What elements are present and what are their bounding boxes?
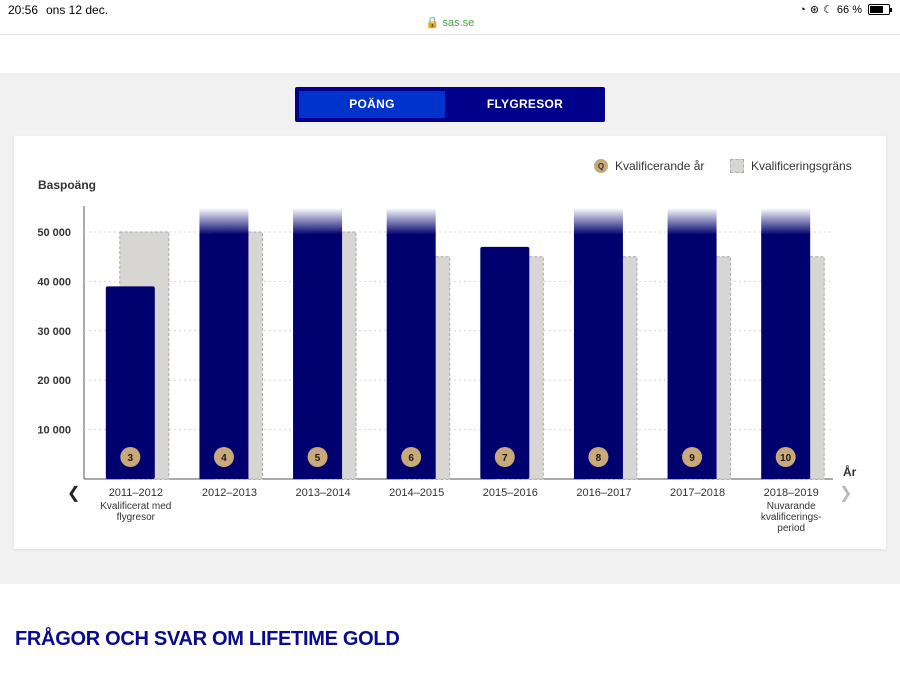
points-bar[interactable] [573, 234, 623, 479]
legend-label: Kvalificeringsgräns [751, 159, 852, 173]
moon-icon: ☾ [823, 4, 833, 16]
points-bar-fade [667, 208, 717, 235]
points-tab[interactable]: POÄNG [299, 91, 445, 118]
lock-icon: 🔒 [425, 17, 440, 29]
points-bar[interactable] [761, 234, 811, 479]
x-tick-label: 2018–2019 [764, 487, 819, 499]
year-badge-number: 10 [780, 453, 792, 464]
x-tick-label: 2013–2014 [296, 487, 351, 499]
x-tick-label: 2012–2013 [202, 487, 257, 499]
year-badge-number: 5 [315, 453, 321, 464]
points-chart: 10 000 20 000 30 000 40 000 50 000 3 4 5 6 7 8 9 10… [37, 206, 833, 534]
y-tick-label: 50 000 [37, 227, 71, 239]
y-tick-label: 30 000 [37, 326, 71, 338]
x-tick-note: Kvalificerat med [100, 501, 171, 512]
view-toggle: POÄNG FLYGRESOR [295, 87, 605, 122]
year-badge [307, 447, 328, 467]
year-badge [213, 447, 234, 467]
y-tick-label: 10 000 [37, 425, 71, 437]
chevron-left-icon[interactable]: ❮ [67, 485, 81, 502]
points-bar[interactable] [199, 234, 249, 479]
limit-swatch-icon [730, 159, 744, 173]
q-badge-icon: Q [594, 159, 608, 173]
x-tick-label: 2017–2018 [670, 487, 725, 499]
legend-label: Kvalificerande år [615, 159, 705, 173]
status-date: ons 12 dec. [46, 3, 109, 17]
legend-qualifying-year: Q Kvalificerande år [594, 159, 704, 173]
y-tick-label: 20 000 [37, 375, 71, 387]
year-badge [494, 447, 515, 467]
points-bar-fade [199, 208, 249, 235]
address-bar[interactable]: 🔒 sas.se [0, 16, 900, 29]
points-bar[interactable] [667, 234, 717, 479]
x-tick-note: flygresor [117, 512, 156, 523]
wifi-icon: ◔ [799, 3, 806, 16]
trips-tab[interactable]: FLYGRESOR [486, 97, 564, 111]
legend-qualifying-limit: Kvalificeringsgräns [730, 159, 852, 173]
year-badge [775, 447, 796, 467]
points-bar-fade [573, 208, 623, 235]
points-bar-fade [761, 208, 811, 235]
y-axis-label: Baspoäng [38, 178, 97, 192]
year-badge-number: 8 [596, 453, 602, 464]
points-bar[interactable] [105, 286, 155, 479]
x-tick-note: Nuvarande [767, 501, 816, 512]
points-bar-fade [293, 208, 343, 235]
year-badge-number: 7 [502, 453, 508, 464]
x-tick-label: 2011–2012 [109, 487, 163, 499]
rotation-lock-icon: ⊛ [809, 4, 820, 16]
year-badge [682, 447, 703, 467]
status-bar: 20:56 ons 12 dec. 🔒 sas.se ◔ ⊛ ☾ 66 % [0, 0, 900, 35]
points-bar-fade [386, 208, 436, 235]
x-tick-note: kvalificerings- [761, 512, 822, 523]
battery-icon [868, 4, 892, 15]
points-bar[interactable] [386, 234, 436, 479]
year-badge [401, 447, 422, 467]
points-bar[interactable] [293, 234, 343, 479]
y-tick-label: 40 000 [37, 276, 71, 288]
year-badge-number: 9 [689, 453, 695, 464]
url-text: sas.se [442, 17, 475, 29]
status-icons: ◔ ⊛ ☾ 66 % [799, 3, 892, 16]
chevron-right-icon[interactable]: ❯ [839, 485, 853, 502]
points-bar[interactable] [480, 246, 530, 479]
year-badge-number: 3 [128, 453, 134, 464]
year-badge [588, 447, 609, 467]
faq-heading: FRÅGOR OCH SVAR OM LIFETIME GOLD [15, 628, 400, 650]
x-axis-label: År [843, 465, 857, 479]
x-tick-label: 2015–2016 [483, 487, 538, 499]
year-badge-number: 4 [221, 453, 227, 464]
status-time: 20:56 [8, 3, 39, 17]
x-tick-label: 2014–2015 [389, 487, 444, 499]
year-badge [120, 447, 141, 467]
x-tick-label: 2016–2017 [576, 487, 631, 499]
battery-percent: 66 % [836, 3, 862, 16]
year-badge-number: 6 [408, 453, 414, 464]
x-tick-note: period [777, 523, 805, 534]
